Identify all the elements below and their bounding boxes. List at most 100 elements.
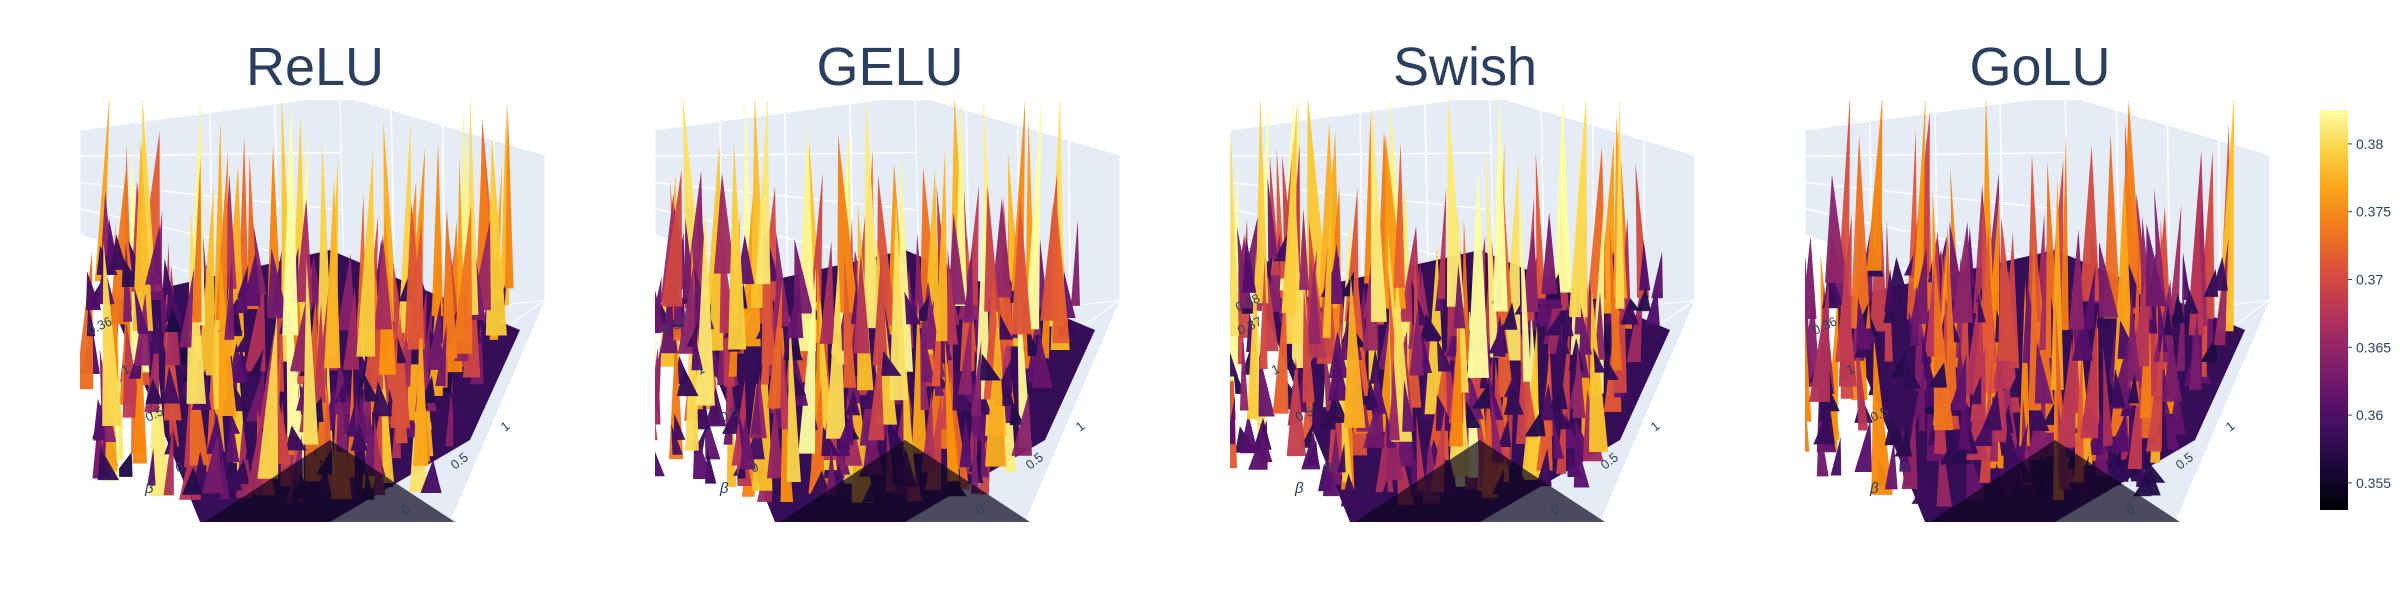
colorbar-tick-label: 0.375 [2356, 204, 2391, 220]
surface-spike [1561, 323, 1570, 354]
surface-spike [838, 414, 851, 457]
surface-spike [1323, 454, 1340, 497]
surface-spike [1805, 320, 1812, 422]
surface-spike [843, 252, 857, 388]
colorbar-tick-label: 0.365 [2356, 339, 2391, 355]
surface-spike [62, 354, 74, 394]
surface-spike [163, 422, 174, 496]
surface-spike [2188, 313, 2202, 390]
surface-spike [2169, 204, 2182, 316]
y-tick-label: 0.5 [1293, 403, 1316, 424]
surface-spike [1340, 473, 1360, 507]
surface-front-edge [1355, 440, 1605, 522]
surface-spike [1557, 404, 1573, 430]
surface-spike [2130, 250, 2150, 367]
surface-spike [245, 367, 265, 422]
surface-spike [1003, 287, 1017, 472]
surface-spike [1854, 419, 1872, 473]
surface-spike [324, 178, 341, 368]
surface-spike [1239, 330, 1249, 411]
surface-spike [1535, 448, 1552, 487]
grid-line [1068, 139, 1071, 307]
surface-spike [1497, 418, 1512, 447]
surface-spike [914, 233, 925, 314]
surface-spike [889, 203, 908, 401]
surface-spike [1259, 258, 1268, 369]
surface-spike [336, 391, 348, 453]
surface-spike [825, 261, 846, 439]
surface-spike [1761, 293, 1777, 450]
surface-spike [62, 366, 78, 394]
surface-spike [372, 380, 393, 417]
surface-spike [1367, 208, 1381, 398]
surface-spike [911, 299, 928, 454]
surface-spike [1011, 392, 1032, 456]
surface-front-edge [1930, 440, 2180, 522]
surface-spike [1327, 244, 1345, 304]
surface-spike [228, 342, 247, 383]
surface-spike [632, 391, 653, 460]
panel-title-swish: Swish [1392, 37, 1538, 97]
surface-spike [1366, 378, 1379, 408]
y-tick-label: 0.5 [1868, 403, 1891, 424]
surface-spike [85, 271, 102, 311]
surface-spike [1884, 419, 1904, 446]
surface-spike [1850, 135, 1871, 329]
surface-spike [1203, 369, 1216, 448]
surface-spike [1011, 200, 1032, 335]
surface-spike [1855, 297, 1872, 350]
surface-spike [165, 280, 183, 322]
surface-spike [948, 212, 967, 305]
panel-title-relu: ReLU [245, 37, 385, 97]
surface-spike [661, 169, 683, 307]
surface-spike [2127, 292, 2141, 382]
surface-spike [1894, 430, 1913, 457]
surface-spike [128, 334, 144, 379]
surface-spike [336, 254, 356, 331]
surface-spike [235, 326, 250, 353]
surface-panel-3 [1751, 100, 2271, 522]
surface-spike [837, 407, 854, 446]
surface-spike [1554, 100, 1572, 293]
surface-spike [1751, 364, 1768, 457]
surface-spike [612, 384, 626, 426]
surface-spike [257, 314, 279, 479]
surface-spike [1281, 103, 1297, 314]
surface-spike [935, 148, 948, 342]
surface-spike [704, 409, 721, 460]
surface-spike [1783, 148, 1798, 360]
surface-spike [1339, 321, 1353, 483]
surface-spike [2027, 154, 2042, 322]
surface-spike [677, 366, 699, 397]
surface-spike [1446, 100, 1465, 307]
surface-spike [880, 350, 902, 376]
surface-spike [1958, 400, 1971, 450]
surface-spike [2030, 405, 2050, 431]
surface-spike [2003, 423, 2021, 467]
surface-spike [191, 157, 202, 323]
surface-spike [2200, 336, 2218, 363]
surface-spike [1199, 287, 1211, 405]
surface-spike [1026, 329, 1043, 357]
surface-spike [1609, 223, 1623, 371]
surface-spike [1805, 399, 1810, 452]
surface-spike [655, 451, 665, 477]
colorbar-tick-label: 0.38 [2356, 136, 2383, 152]
surface-spike [198, 185, 215, 376]
surface-spike [1778, 314, 1793, 467]
surface-spike [2056, 338, 2077, 448]
surface-spike [244, 278, 266, 372]
surface-spike [1890, 350, 1906, 379]
surface-spike [970, 427, 980, 494]
x-tick-label: 1 [1648, 418, 1663, 434]
surface-spike [215, 151, 228, 321]
surface-spike [181, 466, 203, 495]
surface-spike [837, 134, 859, 313]
surface-panel-0 [62, 100, 546, 522]
surface-spike [957, 312, 972, 395]
surface-spike [302, 300, 316, 331]
surface-spike [1547, 383, 1568, 410]
surface-spike [1544, 309, 1563, 336]
surface-spike [1409, 309, 1424, 376]
surface-spike [963, 248, 974, 323]
